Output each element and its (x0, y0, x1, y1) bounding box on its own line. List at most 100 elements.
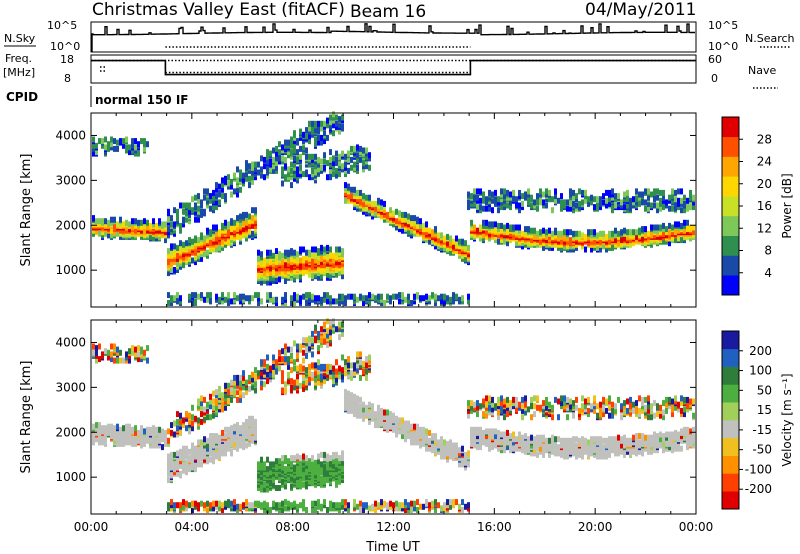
power-cell-1559 (350, 145, 353, 152)
velocity-cell-598 (218, 385, 221, 392)
power-cell-1966 (461, 298, 464, 305)
power-cell-2103 (491, 221, 494, 228)
power-cell-522 (209, 238, 212, 245)
power-cell-1581 (353, 145, 356, 152)
power-cell-293 (170, 226, 173, 233)
power-cell-105 (119, 138, 122, 145)
power-cell-714 (242, 226, 245, 233)
nsearch-tick-low: 10^0 (708, 40, 738, 53)
velocity-cell-1597 (356, 411, 359, 418)
power-cell-345 (179, 248, 182, 255)
velocity-cell-61 (107, 352, 110, 359)
power-cell-1933 (449, 248, 452, 255)
velocity-cell-166 (137, 429, 140, 436)
power-cell-671 (233, 172, 236, 179)
power-cell-2568 (608, 196, 611, 203)
velocity-cell-131 (128, 431, 131, 438)
velocity-cell-1364 (323, 462, 326, 469)
power-cell-557 (215, 233, 218, 240)
velocity-cell-573 (215, 392, 218, 399)
power-cell-1055 (290, 167, 293, 174)
power-cell-1645 (365, 158, 368, 165)
power-cell-1512 (341, 248, 344, 255)
power-cell-2515 (593, 204, 596, 211)
power-cell-377 (185, 240, 188, 247)
power-swatch-4 (722, 196, 739, 217)
velocity-cell-298 (173, 502, 176, 509)
power-cell-1285 (314, 158, 317, 165)
velocity-cell-865 (260, 461, 263, 468)
velocity-cell-1190 (302, 374, 305, 381)
power-cell-1732 (392, 221, 395, 228)
power-cell-1298 (317, 295, 320, 302)
velocity-cell-382 (185, 448, 188, 455)
velocity-cell-1003 (281, 500, 284, 507)
power-cell-561 (215, 204, 218, 211)
power-cell-2174 (509, 230, 512, 237)
power-cell-258 (167, 300, 170, 306)
velocity-cell-514 (209, 502, 212, 509)
velocity-cell-1037 (284, 466, 287, 473)
velocity-cell-353 (182, 503, 185, 510)
velocity-cell-1736 (389, 500, 392, 507)
velocity-cell-1593 (353, 365, 356, 372)
power-cell-1119 (296, 156, 299, 163)
power-cell-510 (206, 194, 209, 201)
power-cell-306 (173, 251, 176, 258)
velocity-cell-1341 (320, 376, 323, 383)
power-cell-334 (176, 208, 179, 215)
power-cell-1745 (398, 292, 401, 299)
velocity-cell-1765 (398, 502, 401, 509)
power-cell-2265 (530, 227, 533, 234)
velocity-cell-1700 (380, 503, 383, 510)
power-cell-738 (245, 171, 248, 178)
velocity-cell-1764 (398, 505, 401, 512)
velocity-cell-87 (116, 440, 119, 447)
power-cell-710 (242, 293, 245, 300)
power-cell-2539 (602, 243, 605, 250)
velocity-cell-1709 (380, 407, 383, 414)
velocity-cell-1759 (395, 431, 398, 438)
power-cell-1248 (311, 257, 314, 264)
power-cell-283 (170, 259, 173, 266)
velocity-cell-940 (272, 500, 275, 507)
velocity-cell-1175 (302, 475, 305, 482)
power-cell-2151 (503, 224, 506, 231)
power-cell-1831 (422, 295, 425, 302)
power-cell-2314 (542, 202, 545, 209)
power-cell-798 (257, 298, 260, 305)
power-cell-53 (104, 149, 107, 156)
velocity-cell-996 (278, 365, 281, 372)
velocity-cell-568 (215, 409, 218, 416)
power-cell-1660 (368, 200, 371, 207)
power-cell-706 (239, 172, 242, 179)
velocity-cell-1052 (287, 474, 290, 480)
power-cell-1941 (452, 292, 455, 299)
velocity-cell-1292 (314, 362, 317, 369)
power-cell-1050 (290, 182, 293, 189)
power-cell-1669 (371, 213, 374, 220)
velocity-cell-553 (215, 500, 218, 507)
power-cell-2579 (611, 202, 614, 209)
power-cell-776 (254, 230, 257, 237)
velocity-cell-1404 (326, 327, 329, 334)
power-cell-1793 (410, 227, 413, 234)
velocity-cell-1021 (281, 370, 284, 377)
power-cell-1351 (323, 262, 326, 269)
power-cell-2179 (509, 199, 512, 206)
power-cell-625 (227, 240, 230, 247)
power-cell-360 (182, 241, 185, 248)
station-title: Christmas Valley East (fitACF) (92, 0, 345, 20)
power-cell-1222 (308, 249, 311, 256)
power-cell-187 (140, 219, 143, 226)
power-cell-1410 (329, 167, 332, 174)
power-cell-871 (266, 172, 269, 179)
velocity-cell-1403 (326, 330, 329, 337)
power-cell-493 (206, 296, 209, 303)
velocity-cell-1644 (365, 407, 368, 414)
nave-tick-low: 0 (711, 72, 718, 85)
velocity-cell-1331 (320, 475, 323, 482)
power-cell-462 (200, 295, 203, 302)
velocity-cell-1885 (434, 507, 437, 513)
power-swatch-7 (722, 136, 739, 157)
